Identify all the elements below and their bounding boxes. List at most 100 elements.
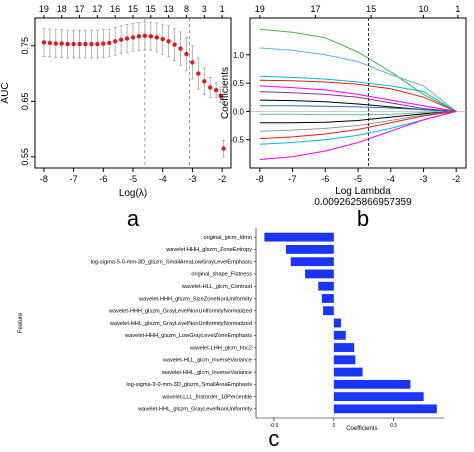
panel-c-category-label: wavelet-HLL_glcm_Contrast [181, 284, 253, 290]
panel-a-label: a [127, 206, 140, 231]
panel-a-data-point [196, 71, 201, 76]
panel-a-data-point [107, 40, 112, 46]
panel-b-coefficient-paths: Coefficients Log Lambda 0.00926258669573… [220, 4, 467, 231]
panel-a-top-tick-label: 13 [164, 4, 174, 14]
panel-c-bar [333, 379, 411, 389]
panel-a-top-tick-label: 19 [39, 4, 49, 14]
panel-c-bar [285, 244, 334, 254]
panel-c-category-label: wavelet-HHL_glszm_GrayLevelNonUniformity… [109, 321, 252, 327]
panel-b-series-line [259, 91, 457, 112]
panel-b-x-tick-label: -5 [354, 174, 362, 184]
panel-a-top-tick-label: 18 [57, 4, 67, 14]
panel-c-bar [264, 232, 334, 242]
panel-c-plot-background [256, 228, 444, 418]
panel-b-x-axis-label: Log Lambda [335, 186, 391, 197]
panel-c-bar [323, 306, 334, 316]
panel-a-data-point [124, 36, 130, 41]
panel-c-category-label: wavelet-LLL_firstorder_10Percentile [161, 394, 252, 400]
panel-a-data-point [190, 60, 195, 65]
panel-b-y-tick-label: 0.5 [233, 79, 245, 88]
panel-b-series-line [259, 28, 457, 112]
panel-c-category-label: wavelet-HHH_glszm_GrayLevelNonUniformity… [108, 309, 252, 315]
panel-c-bar [333, 355, 356, 365]
panel-a-auc-plot: AUC Log(λ) a -8 -7 -6 -5 -4 -3 -2 0.55 0.65 0.75 1… [0, 4, 232, 231]
panel-a-data-point [59, 41, 64, 46]
panel-a-data-point [148, 34, 154, 39]
panel-b-series-line [259, 110, 457, 124]
panel-c-category-label: wavelet-HHH_glszm_SizeZoneNonUniformity [138, 296, 252, 302]
panel-b-series-line [259, 110, 457, 132]
panel-a-top-tick-label: 8 [184, 4, 189, 14]
panel-a-top-tick-label: 15 [146, 4, 156, 14]
panel-a-top-tick-label: 16 [110, 4, 120, 14]
panel-c-bar [333, 318, 342, 328]
panel-a-data-point [160, 36, 165, 42]
panel-a-data-point [53, 41, 58, 46]
panel-a-data-point [208, 85, 213, 90]
panel-a-y-tick-label: 0.65 [20, 93, 30, 111]
panel-a-data-point [221, 146, 226, 151]
panel-b-top-tick-label: 19 [255, 4, 265, 14]
panel-b-series-line [259, 85, 457, 112]
panel-b-x-tick-label: -3 [419, 174, 427, 184]
panel-b-series-line [259, 110, 457, 160]
panel-c-bar [333, 343, 355, 352]
panel-c-y-axis-label: Feature [18, 312, 24, 333]
panel-c-x-tick-label: 0.5 [390, 423, 397, 429]
panel-c-bar [305, 269, 334, 279]
panel-a-data-point [41, 40, 47, 45]
panel-a-data-point [130, 35, 136, 40]
panel-a-data-point [89, 41, 94, 47]
panel-a-data-point [65, 41, 70, 47]
panel-c-x-axis-label: Coefficients [346, 426, 377, 432]
panel-a-data-point [47, 40, 53, 46]
panel-a-data-point [213, 88, 219, 93]
panel-c-bar [333, 367, 363, 377]
panel-c-bar [321, 294, 334, 303]
panel-c-category-label: wavelet-HLL_glcm_InverseVariance [162, 358, 252, 364]
panel-c-bar [290, 257, 334, 267]
panel-a-data-point [83, 41, 88, 47]
panel-a-x-tick-label: -6 [99, 174, 107, 184]
panel-a-data-point [218, 93, 223, 98]
panel-a-top-tick-label: 17 [75, 4, 85, 14]
panel-c-category-label: wavelet-HHH_glszm_LowGrayLevelZoneEmphas… [124, 333, 252, 339]
panel-b-series-line [259, 75, 457, 112]
panel-a-top-tick-label: 1 [220, 4, 225, 14]
panel-b-marks: -8 -7 -6 -5 -4 -3 -2 -0.5 0.0 0.5 1.0 19 17 15 10 1 [230, 4, 466, 184]
panel-c-label: c [268, 426, 279, 451]
panel-c-category-label: wavelet-HHL_glcm_InverseVariance [161, 370, 252, 376]
panel-c-category-label: original_shape_Flatness [191, 272, 252, 278]
panel-c-bar [333, 330, 346, 340]
panel-a-x-tick-label: -8 [40, 174, 48, 184]
panel-b-y-tick-label: 1.0 [233, 51, 245, 60]
panel-a-x-tick-label: -7 [70, 174, 78, 184]
panel-c-x-tick-label: -0.5 [270, 423, 279, 429]
panel-a-top-tick-label: 15 [128, 4, 138, 14]
panel-b-x-tick-label: -2 [452, 174, 460, 184]
panel-c-category-label: wavelet-HHH_glszm_ZoneEntropy [165, 247, 252, 253]
panel-a-data-point [178, 46, 183, 51]
panel-a-y-tick-label: 0.55 [20, 148, 30, 166]
panel-a-data-point [95, 41, 100, 47]
panel-b-x-tick-label: -7 [289, 174, 297, 184]
panel-c-marks: -0.5 0 0.5 original_glcm_Idmn wavelet-HHH_gl… [91, 228, 444, 429]
panel-c-category-label: log-sigma-2-0-mm-3D_glszm_SmallAreaEmpha… [126, 382, 252, 388]
panel-a-data-point [142, 33, 148, 38]
panel-a-x-tick-label: -3 [188, 174, 196, 184]
panel-c-bar [318, 281, 334, 291]
panel-b-x-tick-label: -6 [321, 174, 329, 184]
panel-b-top-tick-label: 15 [366, 4, 376, 14]
panel-c-x-tick-label: 0 [332, 423, 335, 429]
panel-a-data-point [136, 34, 142, 39]
panel-c-category-label: wavelet-LHH_glcm_Imc2 [189, 345, 252, 351]
panel-a-x-tick-label: -4 [159, 174, 167, 184]
panel-b-series-line [259, 110, 457, 116]
panel-b-lambda-value: 0.0092625866957359 [314, 197, 412, 208]
panel-b-top-tick-label: 1 [455, 4, 460, 14]
panel-b-y-tick-label: 0.0 [233, 107, 245, 116]
panel-a-data-point [71, 41, 76, 47]
panel-b-top-tick-label: 10 [418, 4, 428, 14]
